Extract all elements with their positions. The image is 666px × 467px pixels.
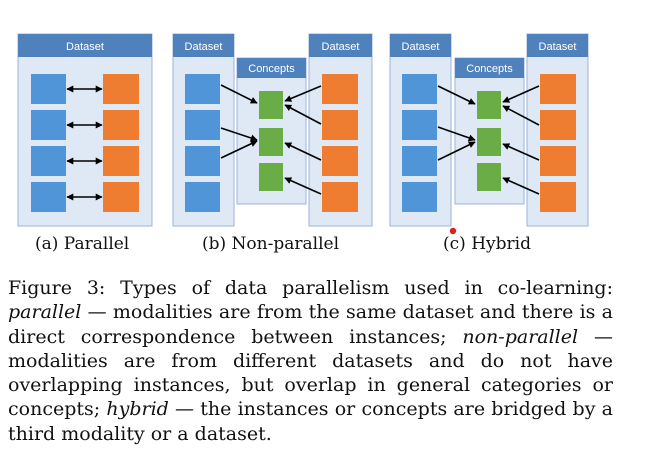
orange-instance (540, 182, 576, 212)
panel-hybrid: Dataset Concepts Dataset (389, 33, 589, 235)
dataset-label: Dataset (66, 41, 104, 53)
dataset-header-right (309, 34, 372, 57)
orange-instance (322, 74, 358, 104)
panel-caption-parallel: (a) Parallel (35, 234, 130, 254)
orange-instance (540, 146, 576, 176)
arrow (284, 104, 322, 125)
blue-instance (31, 182, 66, 212)
arrow (284, 177, 322, 195)
panel-non-parallel: Dataset Concepts Dataset (172, 33, 373, 227)
arrow (437, 141, 476, 161)
caption-text: — modalities are from the same dataset a… (8, 301, 613, 348)
blue-instance (185, 110, 220, 140)
green-concept (477, 128, 501, 156)
caption-text: — modalities are from different datasets… (8, 325, 613, 421)
blue-instance (185, 182, 220, 212)
orange-instance (103, 74, 139, 104)
caption-term-parallel: parallel (8, 301, 82, 324)
dataset-header (18, 34, 152, 57)
green-concept (259, 163, 283, 191)
dataset-header-left (390, 34, 451, 57)
orange-instance (322, 110, 358, 140)
arrow (284, 85, 322, 102)
dataset-label: Dataset (402, 41, 440, 53)
concepts-label: Concepts (248, 63, 295, 75)
arrow (502, 177, 540, 195)
orange-instance (540, 74, 576, 104)
caption-text: — the instances or concepts are bridged … (8, 398, 613, 445)
arrow (437, 85, 476, 105)
concepts-header (237, 58, 306, 78)
green-concept (259, 128, 283, 156)
caption-term-non-parallel: non-parallel (462, 325, 579, 348)
arrow (502, 143, 540, 161)
green-concept (259, 91, 283, 119)
orange-instance (322, 146, 358, 176)
arrow (502, 85, 540, 103)
dataset-label: Dataset (322, 41, 360, 53)
dataset-header-left (173, 34, 234, 57)
concepts-header (455, 58, 524, 78)
blue-instance (31, 74, 66, 104)
dataset-label: Dataset (185, 41, 223, 53)
caption-term-hybrid: hybrid (106, 398, 169, 421)
arrow (437, 126, 476, 142)
green-concept (477, 91, 501, 119)
figure-caption: Figure 3: Types of data parallelism used… (8, 276, 613, 466)
orange-instance (103, 110, 139, 140)
panel-caption-hybrid: (c) Hybrid (443, 234, 531, 254)
arrow (220, 84, 258, 104)
panel-caption-non-parallel: (b) Non-parallel (202, 234, 340, 254)
blue-instance (402, 74, 437, 104)
arrow (284, 142, 322, 161)
orange-instance (103, 146, 139, 176)
blue-instance (402, 146, 437, 176)
red-dot (449, 227, 457, 235)
blue-instance (185, 74, 220, 104)
orange-instance (103, 182, 139, 212)
dataset-header-right (527, 34, 588, 57)
blue-instance (402, 182, 437, 212)
panel-parallel: Dataset (17, 33, 153, 227)
orange-instance (540, 110, 576, 140)
blue-instance (185, 146, 220, 176)
arrow (220, 140, 258, 159)
concepts-label: Concepts (466, 63, 513, 75)
dataset-label: Dataset (539, 41, 577, 53)
blue-instance (402, 110, 437, 140)
caption-text: Figure 3: Types of data parallelism used… (8, 277, 613, 299)
green-concept (477, 163, 501, 191)
arrow (220, 127, 258, 142)
blue-instance (31, 110, 66, 140)
blue-instance (31, 146, 66, 176)
orange-instance (322, 182, 358, 212)
arrow (502, 105, 540, 126)
